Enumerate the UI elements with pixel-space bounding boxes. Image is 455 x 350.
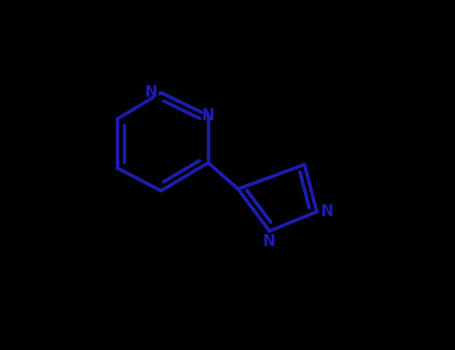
Text: N: N [143, 83, 159, 102]
Text: N: N [200, 106, 217, 125]
Text: N: N [261, 232, 278, 251]
Text: N: N [321, 204, 334, 219]
Text: N: N [319, 202, 335, 221]
Text: N: N [202, 108, 215, 123]
Text: N: N [145, 85, 157, 100]
Text: N: N [263, 234, 276, 249]
